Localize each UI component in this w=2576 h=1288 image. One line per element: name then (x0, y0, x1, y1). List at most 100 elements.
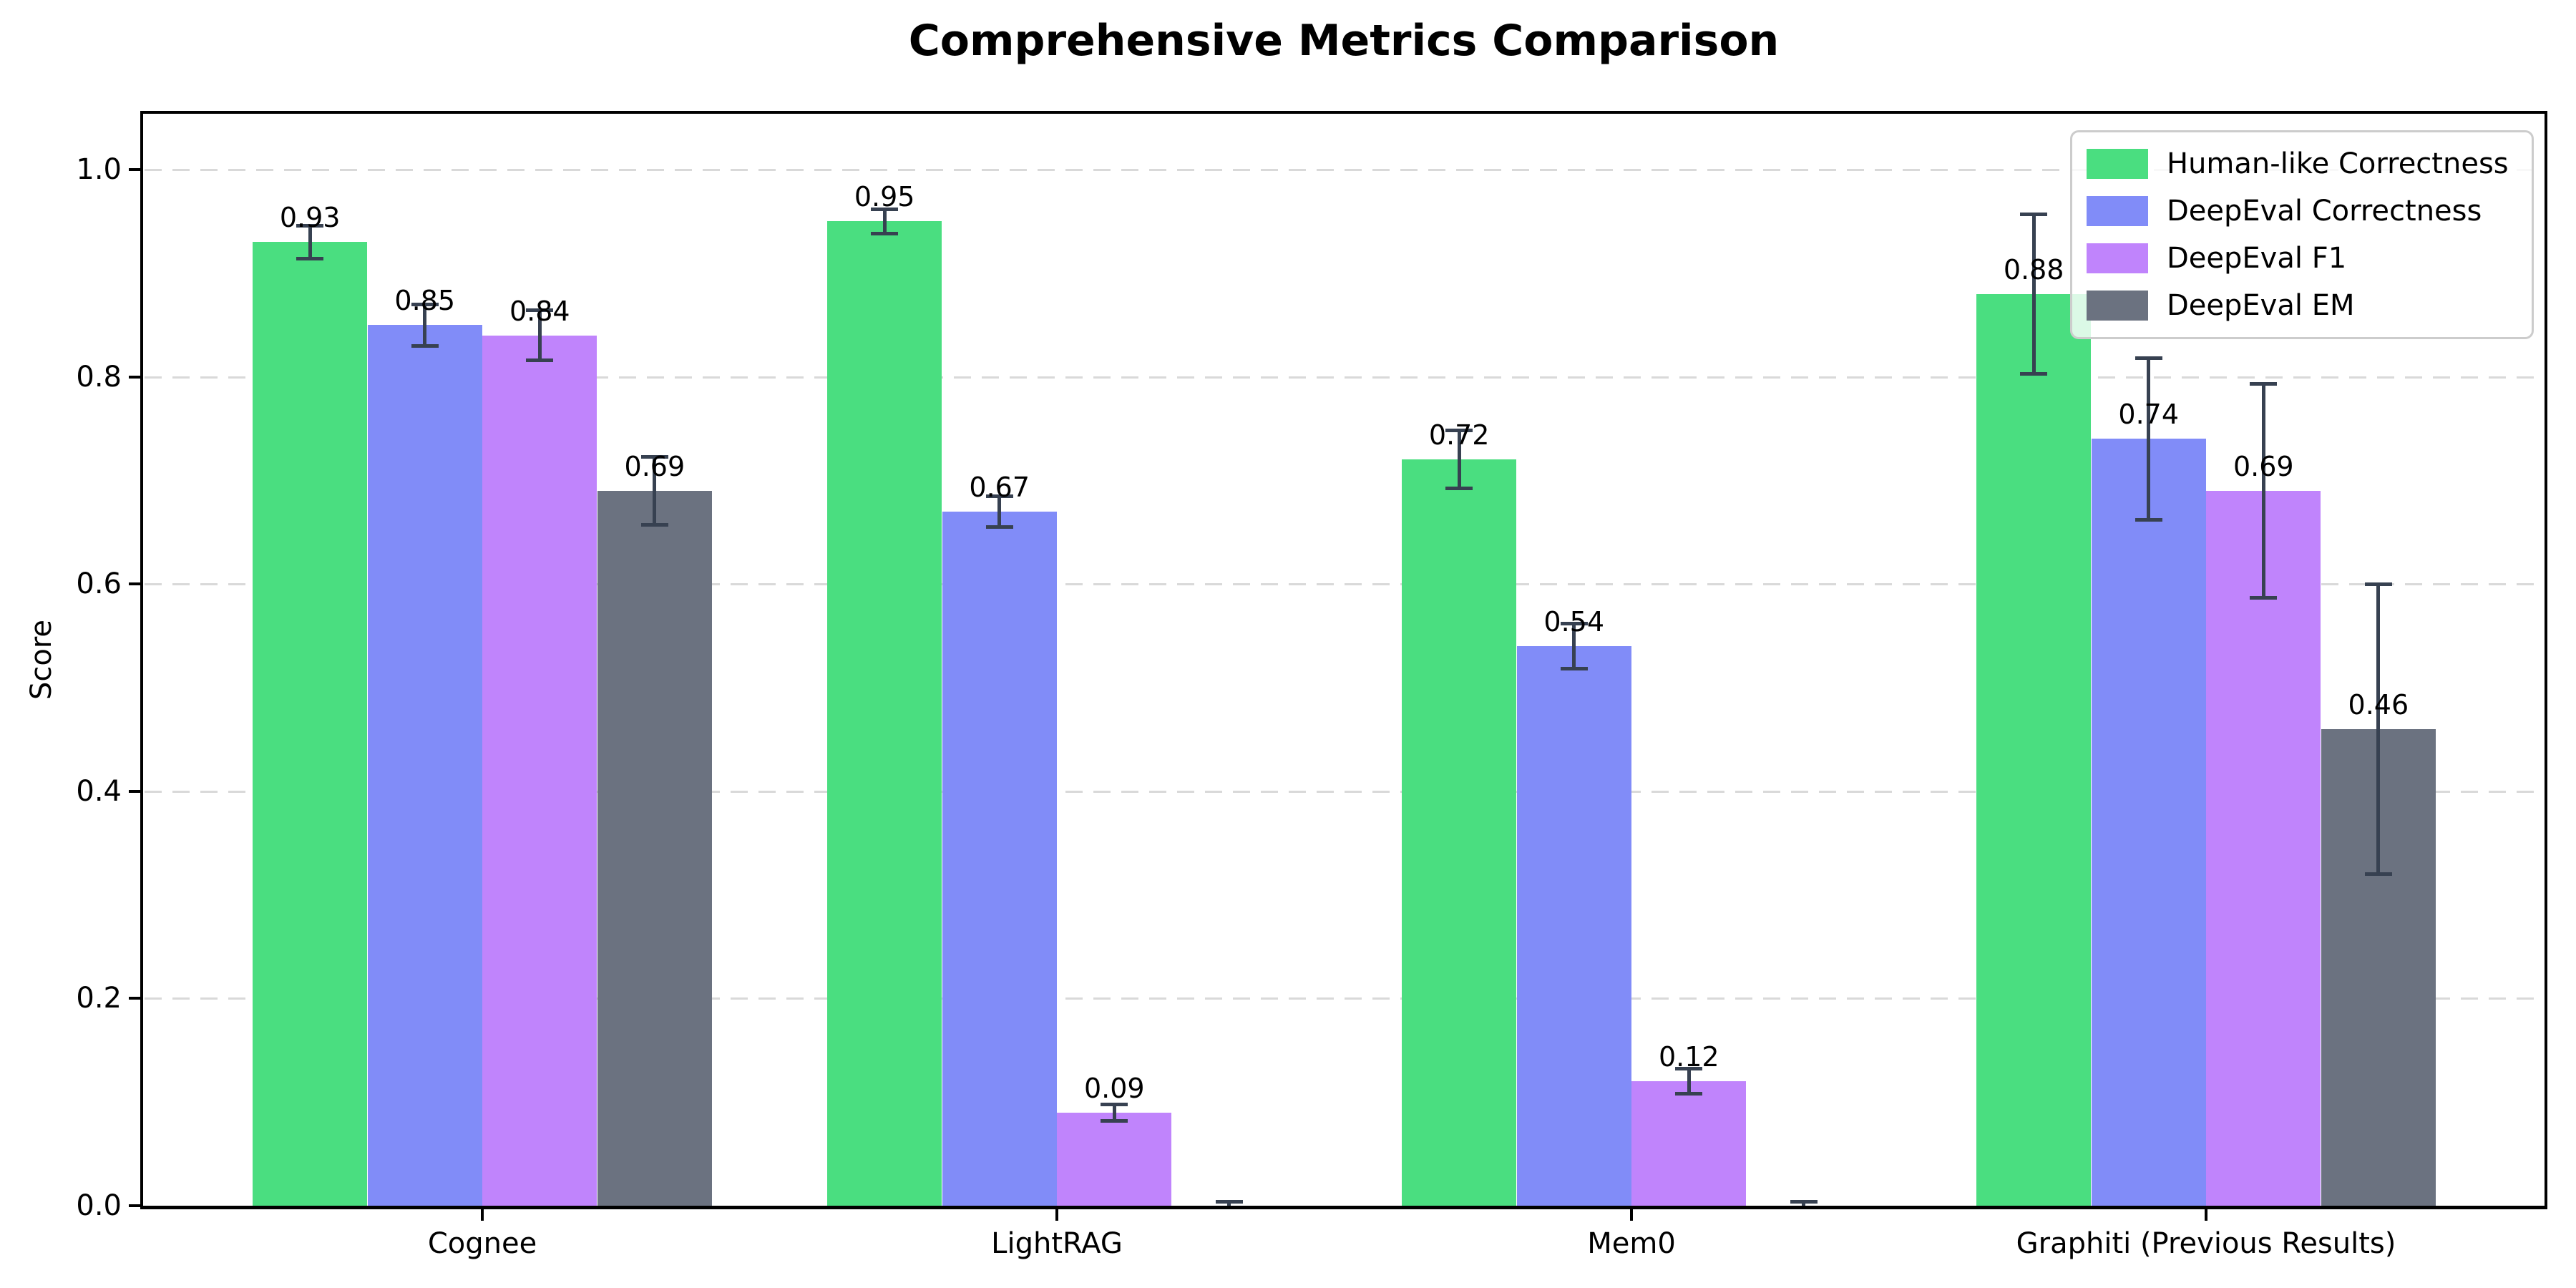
legend-label: DeepEval Correctness (2167, 195, 2482, 228)
error-bar-cap-bottom (2020, 371, 2048, 376)
error-bar-cap-top (1101, 1102, 1128, 1106)
x-tick-2 (1630, 1209, 1633, 1221)
y-tick-label-0.0: 0.0 (76, 1189, 122, 1222)
bar-value-label: 0.88 (2003, 253, 2064, 286)
axis-spine-left (140, 111, 143, 1209)
error-bar-line (1112, 1104, 1116, 1121)
error-bar-line (1572, 623, 1576, 669)
legend-swatch-icon (2087, 243, 2148, 273)
error-bar-cap-bottom (1445, 487, 1473, 491)
error-bar-cap-top (2250, 382, 2278, 386)
error-bar-line (1802, 1201, 1806, 1206)
error-bar-cap-bottom (871, 232, 899, 236)
axis-spine-right (2545, 111, 2547, 1209)
error-bar-cap-top (1790, 1199, 1818, 1204)
error-bar-cap-top (2135, 356, 2162, 361)
bar-cognee-series-3 (597, 490, 712, 1206)
error-bar-cap-bottom (1675, 1092, 1703, 1096)
bar-graphiti-previous-results--series-2 (2206, 490, 2321, 1206)
error-bar-cap-top (1215, 1199, 1243, 1204)
legend-label: DeepEval EM (2167, 289, 2355, 322)
error-bar-line (882, 209, 887, 234)
bar-lightrag-series-0 (827, 221, 942, 1206)
bar-value-label: 0.93 (279, 202, 341, 234)
bar-graphiti-previous-results--series-1 (2091, 439, 2206, 1206)
bar-mem0-series-0 (1402, 459, 1517, 1206)
legend-label: DeepEval F1 (2167, 242, 2347, 275)
error-bar-cap-top (1560, 621, 1588, 625)
error-bar-line (997, 496, 1002, 527)
error-bar-cap-bottom (2364, 872, 2392, 877)
bar-value-label: 0.69 (2233, 450, 2294, 482)
x-category-label-3: Graphiti (Previous Results) (2016, 1227, 2396, 1260)
y-tick-0.8 (129, 375, 140, 379)
error-bar-cap-bottom (1560, 667, 1588, 671)
legend-swatch-icon (2087, 291, 2148, 321)
bar-graphiti-previous-results--series-0 (1976, 293, 2092, 1206)
bar-value-label: 0.69 (624, 450, 686, 482)
legend-label: Human-like Correctness (2167, 147, 2509, 180)
error-bar-line (423, 304, 427, 346)
error-bar-line (2147, 358, 2151, 520)
bar-value-label: 0.09 (1083, 1072, 1145, 1104)
error-bar-cap-top (871, 207, 899, 211)
error-bar-cap-bottom (985, 525, 1013, 530)
error-bar-cap-top (1445, 429, 1473, 433)
bar-cognee-series-2 (482, 335, 597, 1206)
error-bar-cap-top (2020, 212, 2048, 216)
error-bar-line (1687, 1068, 1691, 1094)
gridline-y-0.2 (145, 997, 2543, 1000)
bar-cognee-series-1 (367, 325, 482, 1206)
axis-spine-bottom (140, 1206, 2547, 1209)
error-bar-cap-top (1675, 1067, 1703, 1071)
gridline-y-1 (145, 169, 2543, 171)
error-bar-line (537, 310, 542, 361)
legend-swatch-icon (2087, 196, 2148, 226)
error-bar-cap-bottom (2135, 517, 2162, 522)
x-category-label-1: LightRAG (991, 1227, 1123, 1260)
bar-lightrag-series-2 (1057, 1112, 1172, 1206)
legend-entry-1: DeepEval Correctness (2087, 191, 2517, 231)
legend-entry-3: DeepEval EM (2087, 286, 2517, 326)
bar-value-label: 0.12 (1658, 1041, 1719, 1073)
error-bar-cap-top (411, 302, 439, 306)
bar-value-label: 0.84 (509, 295, 570, 327)
y-axis-label: Score (25, 619, 58, 701)
x-tick-0 (481, 1209, 484, 1221)
error-bar-cap-bottom (2250, 595, 2278, 600)
gridline-y-0.8 (145, 376, 2543, 379)
chart-title: Comprehensive Metrics Comparison (908, 16, 1780, 66)
error-bar-cap-top (985, 494, 1013, 498)
y-tick-1.0 (129, 168, 140, 171)
error-bar-line (308, 225, 312, 259)
legend: Human-like Correctness DeepEval Correctne… (2070, 130, 2534, 339)
bar-value-label: 0.72 (1428, 419, 1490, 452)
error-bar-cap-bottom (1101, 1118, 1128, 1123)
y-tick-label-0.8: 0.8 (76, 360, 122, 394)
error-bar-line (1457, 430, 1461, 489)
error-bar-line (1227, 1201, 1231, 1206)
gridline-y-0.6 (145, 583, 2543, 586)
bar-value-label: 0.74 (2118, 399, 2180, 431)
bar-cognee-series-0 (253, 242, 368, 1206)
y-tick-0.0 (129, 1204, 140, 1207)
y-tick-label-0.4: 0.4 (76, 774, 122, 808)
error-bar-cap-bottom (411, 343, 439, 348)
bar-value-label: 0.46 (2348, 688, 2409, 721)
bar-value-label: 0.67 (969, 471, 1030, 503)
y-tick-label-0.2: 0.2 (76, 982, 122, 1015)
legend-entry-2: DeepEval F1 (2087, 238, 2517, 278)
error-bar-line (2261, 384, 2265, 598)
x-category-label-2: Mem0 (1587, 1227, 1676, 1260)
error-bar-cap-bottom (296, 257, 324, 261)
bar-mem0-series-2 (1631, 1081, 1747, 1206)
error-bar-cap-top (526, 308, 554, 313)
error-bar-cap-top (296, 223, 324, 228)
bar-lightrag-series-1 (942, 511, 1057, 1206)
error-bar-line (2031, 214, 2036, 374)
bar-mem0-series-1 (1516, 646, 1631, 1206)
y-tick-0.2 (129, 997, 140, 1000)
x-tick-3 (2205, 1209, 2207, 1221)
error-bar-cap-top (2364, 582, 2392, 586)
